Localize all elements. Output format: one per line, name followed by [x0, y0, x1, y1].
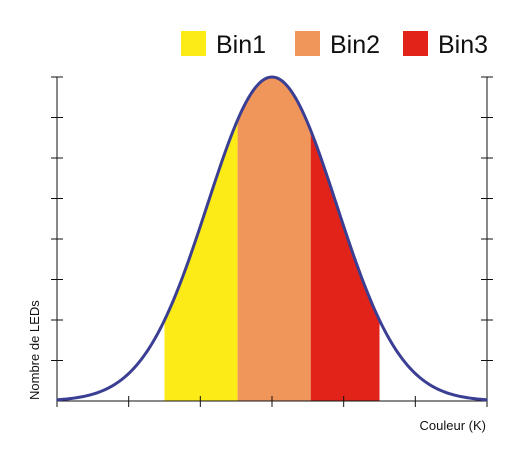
x-axis-label: Couleur (K)	[420, 418, 486, 433]
legend-label-bin1: Bin1	[216, 31, 266, 59]
bin-area-2	[237, 77, 311, 401]
legend-label-bin2: Bin2	[330, 31, 380, 59]
legend: Bin1 Bin2 Bin3	[181, 31, 488, 59]
distribution-curve	[56, 75, 488, 402]
bins-layer	[164, 77, 380, 401]
ticks-layer	[51, 76, 493, 407]
legend-swatch-bin1	[181, 31, 206, 56]
legend-swatch-bin3	[403, 31, 428, 56]
y-axis-label: Nombre de LEDs	[27, 300, 42, 400]
bin-area-3	[310, 130, 380, 401]
legend-swatch-bin2	[295, 31, 320, 56]
legend-label-bin3: Bin3	[438, 31, 488, 59]
bin-area-1	[164, 119, 238, 401]
